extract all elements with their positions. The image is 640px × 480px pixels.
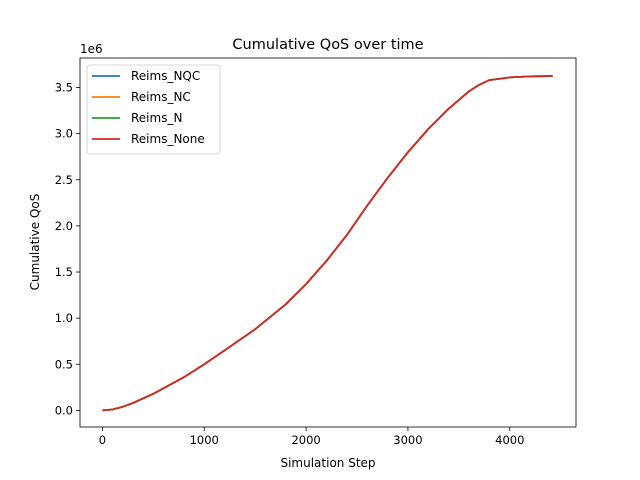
x-tick-label: 1000 <box>190 433 219 447</box>
legend-entry-label: Reims_None <box>131 132 205 146</box>
y-offset-label: 1e6 <box>80 42 103 56</box>
y-tick-label: 0.5 <box>55 357 73 371</box>
y-tick-label: 3.5 <box>55 81 73 95</box>
legend: Reims_NQC Reims_NC Reims_N Reims_None <box>86 64 221 155</box>
x-tick-label: 3000 <box>393 433 422 447</box>
legend-box <box>86 64 221 155</box>
y-tick-label: 0.0 <box>55 403 73 417</box>
plot-frame <box>79 57 577 428</box>
x-axis-label: Simulation Step <box>280 456 375 470</box>
series-lines <box>102 75 553 412</box>
legend-entry-label: Reims_NQC <box>131 69 200 83</box>
x-tick-label: 4000 <box>495 433 524 447</box>
legend-entry-label: Reims_N <box>131 111 182 125</box>
y-axis-ticks: 0.0 0.5 1.0 1.5 2.0 2.5 3.0 3.5 <box>55 81 80 417</box>
y-tick-label: 2.5 <box>55 173 73 187</box>
series-line-reims-none <box>102 75 553 412</box>
x-tick-label: 2000 <box>291 433 320 447</box>
y-tick-label: 3.0 <box>55 127 73 141</box>
chart-title: Cumulative QoS over time <box>232 37 423 53</box>
y-tick-label: 1.5 <box>55 265 73 279</box>
y-axis-label: Cumulative QoS <box>28 194 42 291</box>
x-tick-label: 0 <box>99 433 106 447</box>
y-tick-label: 2.0 <box>55 219 73 233</box>
x-axis-ticks: 0 1000 2000 3000 4000 <box>99 427 524 447</box>
legend-entry-label: Reims_NC <box>131 90 191 104</box>
y-tick-label: 1.0 <box>55 311 73 325</box>
